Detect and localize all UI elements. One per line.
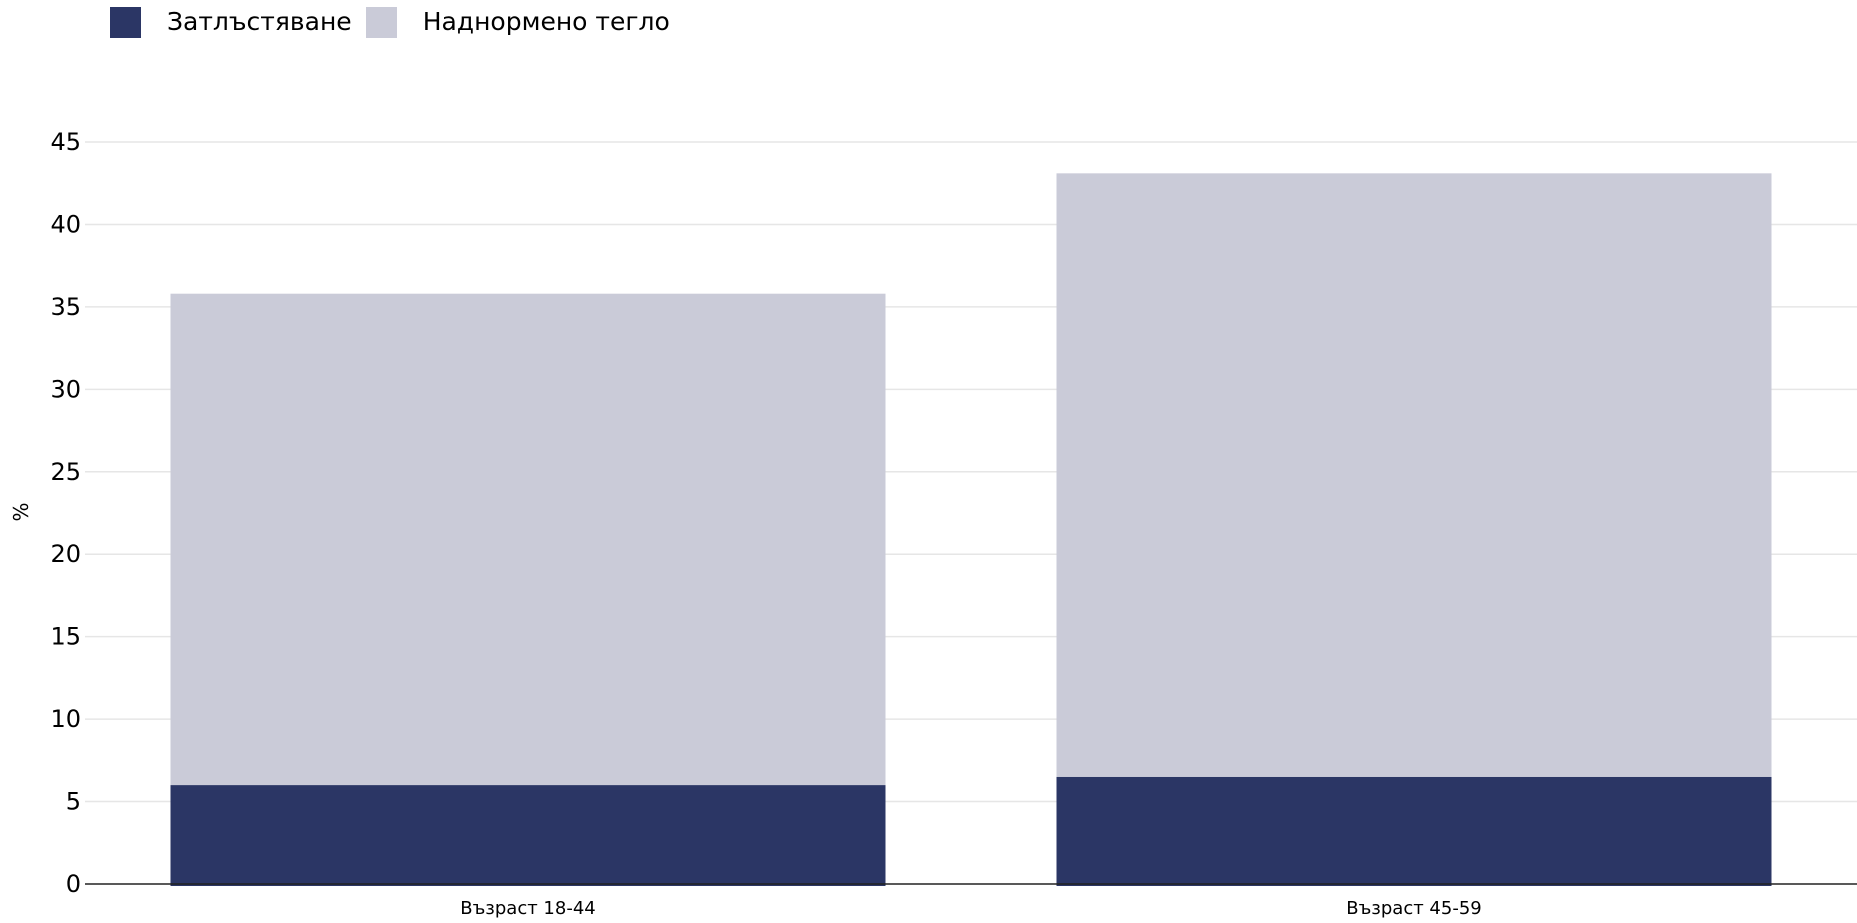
legend-label-overweight: Наднормено тегло	[422, 7, 670, 36]
y-tick-label: 25	[50, 458, 81, 486]
bar-segment	[1056, 776, 1772, 886]
y-tick-label: 20	[50, 540, 81, 568]
y-tick-label: 10	[50, 705, 81, 733]
y-tick-label: 15	[50, 623, 81, 651]
legend-label-obesity: Затлъстяване	[167, 7, 352, 36]
y-tick-label: 45	[50, 128, 81, 156]
bar-segment	[170, 785, 886, 886]
legend-swatch-overweight	[365, 6, 397, 38]
legend-item-overweight: Наднормено тегло	[365, 6, 670, 38]
legend-swatch-obesity	[110, 6, 141, 38]
y-tick-label: 35	[50, 293, 81, 321]
bar-segment	[170, 293, 886, 786]
y-tick-label: 30	[50, 375, 81, 403]
chart-legend: Затлъстяване Наднормено тегло	[110, 6, 684, 38]
legend-item-obesity: Затлъстяване	[110, 6, 352, 38]
y-tick-label: 0	[66, 870, 81, 898]
x-tick-label: Възраст 18-44	[460, 898, 596, 919]
x-tick-label: Възраст 45-59	[1346, 898, 1482, 919]
bar-segment	[1056, 173, 1772, 777]
y-tick-label: 40	[50, 210, 81, 238]
y-tick-label: 5	[66, 788, 81, 816]
